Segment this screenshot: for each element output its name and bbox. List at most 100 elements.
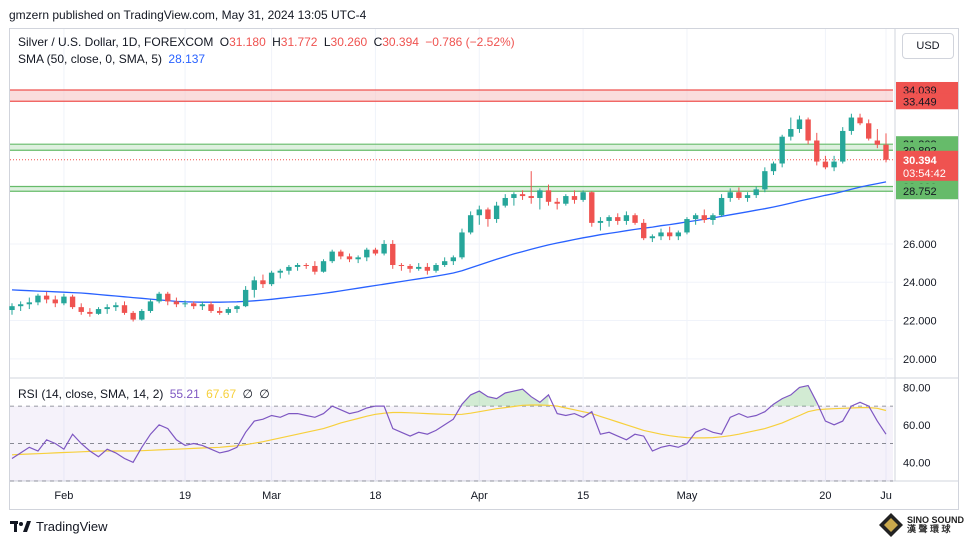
candle-body: [104, 307, 110, 310]
candle-body: [563, 196, 569, 204]
candle-body: [294, 265, 301, 267]
candle-body: [165, 293, 171, 302]
candle-body: [467, 215, 474, 233]
candle-body: [796, 119, 803, 130]
tradingview-logo-text: TradingView: [36, 519, 108, 534]
candle-body: [770, 163, 777, 172]
candle-body: [727, 192, 733, 198]
candle-body: [519, 194, 526, 197]
candle-body: [9, 306, 15, 311]
published-by-line: gmzern published on TradingView.com, May…: [9, 8, 367, 22]
candle-body: [779, 136, 785, 164]
candle-body: [173, 301, 180, 305]
candle-body: [286, 266, 292, 271]
candle-body: [476, 209, 482, 216]
candle-body: [537, 190, 543, 198]
last-price-box: [896, 150, 958, 181]
candle-body: [121, 305, 128, 313]
candle-body: [649, 236, 656, 239]
candle-body: [831, 161, 837, 168]
candle-body: [580, 192, 586, 200]
footer: TradingView SINO SOUND 漢 聲 環 球: [0, 512, 970, 545]
chart-frame[interactable]: [9, 28, 959, 510]
sinosound-watermark: SINO SOUND 漢 聲 環 球: [878, 512, 964, 538]
candle-body: [840, 130, 846, 162]
watermark-line-1: SINO SOUND: [906, 515, 964, 525]
candle-body: [242, 289, 249, 307]
candle-body: [450, 257, 457, 262]
candle-body: [147, 301, 154, 311]
price-tick-label: 20.000: [903, 354, 937, 366]
candle-body: [433, 265, 439, 271]
candle-body: [788, 129, 794, 137]
candle-body: [156, 293, 162, 302]
candle-body: [666, 232, 673, 237]
candle-body: [441, 261, 448, 266]
open-value: 31.180: [229, 35, 266, 49]
candle-body: [390, 243, 396, 266]
sma-label: SMA (50, close, 0, SMA, 5): [18, 52, 163, 66]
candle-body: [303, 265, 309, 267]
candle-body: [874, 140, 881, 145]
close-label: C: [373, 35, 383, 49]
candle-body: [485, 209, 491, 220]
candle-body: [762, 171, 768, 190]
rsi-value: 55.21: [169, 387, 200, 401]
currency-button[interactable]: USD: [902, 33, 954, 59]
tradingview-logo[interactable]: TradingView: [10, 519, 108, 534]
price-label-box: [896, 183, 958, 200]
candle-body: [701, 215, 707, 220]
candle-body: [615, 217, 621, 221]
rsi-sma-line: [11, 404, 887, 456]
candle-body: [424, 266, 431, 271]
sma-line: [11, 181, 887, 303]
candle-body: [658, 232, 664, 237]
price-tick-label: 22.000: [903, 316, 937, 328]
rsi-overbought-fill: [462, 389, 549, 407]
candle-body: [753, 189, 759, 196]
candle-body: [623, 215, 630, 221]
rsi-legend: RSI (14, close, SMA, 14, 2) 55.21 67.67 …: [18, 387, 273, 401]
rsi-line: [11, 384, 887, 464]
candle-body: [744, 195, 751, 198]
tradingview-logo-icon: [10, 520, 31, 532]
price-tick-label: 26.000: [903, 239, 937, 251]
candle-body: [191, 303, 197, 307]
rsi-extra-2: ∅: [259, 387, 270, 401]
rsi-tick-label: 80.00: [903, 382, 931, 394]
rsi-label: RSI (14, close, SMA, 14, 2): [18, 387, 164, 401]
candle-body: [251, 280, 257, 290]
zone-band: [10, 144, 893, 151]
candle-body: [372, 249, 379, 254]
candle-body: [692, 215, 699, 220]
candle-body: [139, 310, 145, 320]
time-tick-label: 18: [369, 490, 381, 502]
candle-body: [346, 256, 353, 260]
time-tick-label: Ju: [880, 490, 892, 502]
candle-body: [528, 196, 534, 198]
candle-body: [502, 197, 508, 206]
rsi-tick-label: 40.00: [903, 457, 931, 469]
candle-body: [113, 305, 119, 308]
candle-body: [805, 119, 811, 141]
candle-body: [632, 215, 638, 223]
candle-body: [182, 303, 188, 305]
open-label: O: [219, 35, 230, 49]
candle-body: [17, 304, 24, 307]
candle-body: [52, 299, 58, 304]
candle-body: [234, 306, 240, 310]
candle-body: [78, 307, 84, 312]
candle-body: [43, 295, 50, 300]
high-value: 31.772: [280, 35, 318, 49]
candle-body: [61, 296, 67, 304]
candle-body: [364, 249, 370, 258]
candle-body: [736, 192, 742, 198]
price-label-text: 28.752: [903, 186, 937, 198]
candle-body: [675, 232, 681, 237]
candle-body: [684, 219, 690, 233]
symbol-title: Silver / U.S. Dollar, 1D, FOREXCOM: [18, 35, 214, 49]
candle-body: [260, 280, 266, 285]
candle-body: [848, 117, 855, 131]
candle-body: [87, 311, 93, 314]
